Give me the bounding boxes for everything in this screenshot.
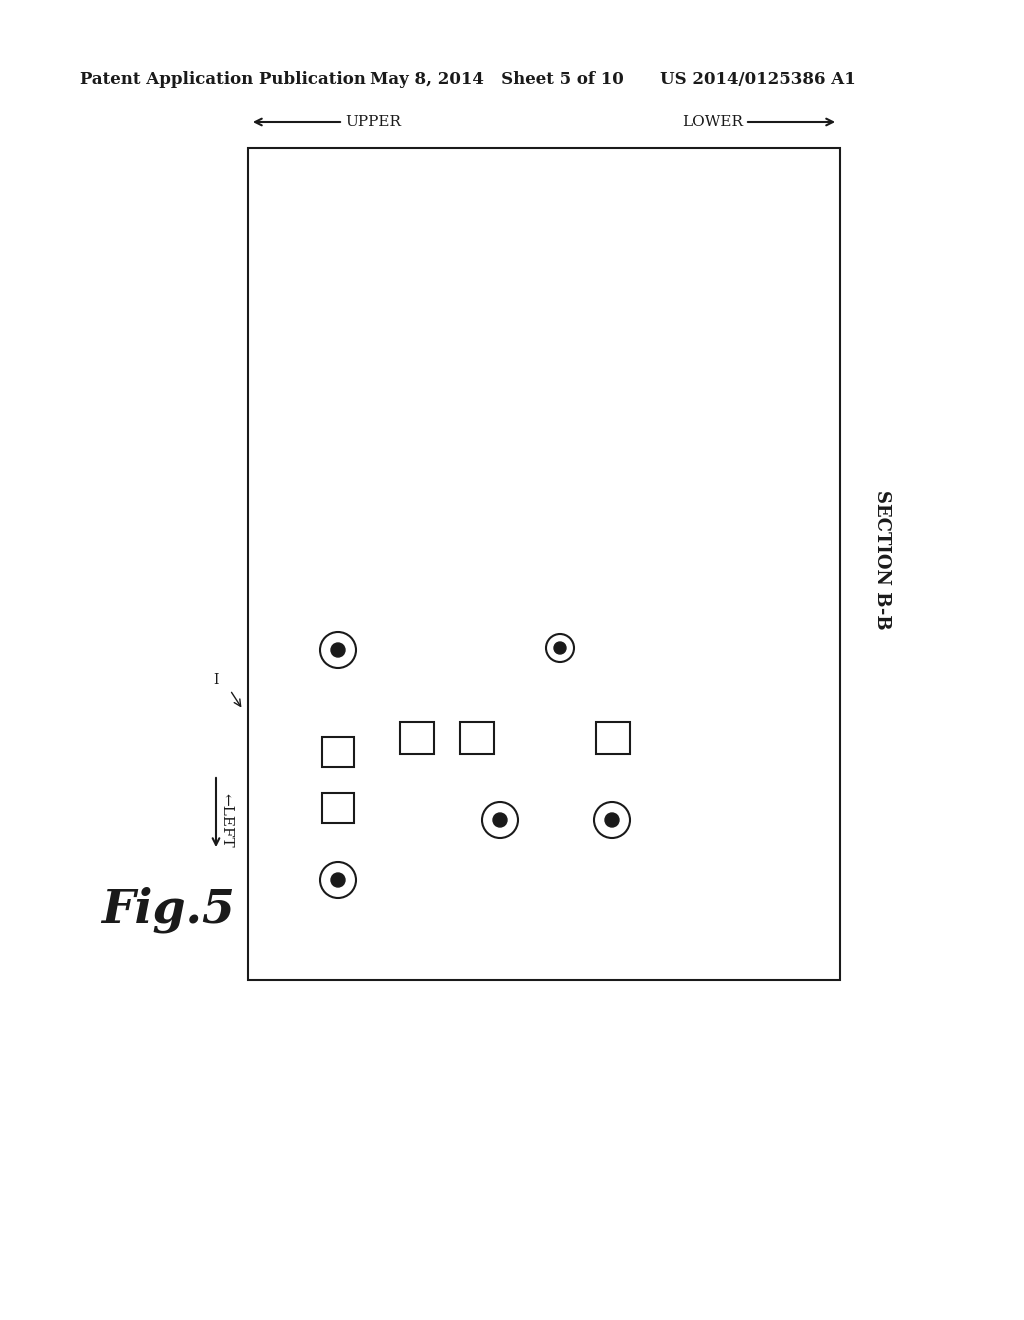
Text: Rx-: Rx- <box>302 921 327 935</box>
Text: Fig.5: Fig.5 <box>101 887 234 933</box>
Bar <box>596 722 630 754</box>
Text: Tx+: Tx+ <box>401 766 433 779</box>
Text: Tx-: Tx- <box>465 766 488 779</box>
Text: UPPER: UPPER <box>345 115 401 129</box>
Text: 10: 10 <box>590 661 607 675</box>
Circle shape <box>546 634 574 663</box>
Bar <box>248 148 840 979</box>
Text: LOWER: LOWER <box>682 115 743 129</box>
Text: 1(L1 LAYER): 1(L1 LAYER) <box>487 243 550 325</box>
Text: 13: 13 <box>374 814 391 829</box>
Text: Rx+: Rx+ <box>302 603 335 616</box>
Text: SECTION B-B: SECTION B-B <box>873 490 891 630</box>
Text: RxG: RxG <box>597 766 629 779</box>
Text: 12: 12 <box>374 759 391 774</box>
Circle shape <box>331 643 345 657</box>
Text: Patent Application Publication: Patent Application Publication <box>80 71 366 88</box>
Text: RIGHT→: RIGHT→ <box>263 512 278 578</box>
Text: 7: 7 <box>368 898 377 911</box>
Text: 16: 16 <box>650 744 668 759</box>
Circle shape <box>605 813 618 828</box>
Text: 14: 14 <box>362 747 380 762</box>
Text: May 8, 2014   Sheet 5 of 10: May 8, 2014 Sheet 5 of 10 <box>370 71 624 88</box>
Text: 9: 9 <box>638 836 647 850</box>
Circle shape <box>482 803 518 838</box>
Circle shape <box>331 873 345 887</box>
Text: 6: 6 <box>368 667 377 681</box>
Circle shape <box>493 813 507 828</box>
Text: 8: 8 <box>526 836 535 850</box>
Bar <box>322 737 354 767</box>
Bar <box>400 722 434 754</box>
Bar <box>460 722 494 754</box>
Bar <box>322 793 354 822</box>
Text: US 2014/0125386 A1: US 2014/0125386 A1 <box>660 71 856 88</box>
Text: ←LEFT: ←LEFT <box>219 793 233 847</box>
Circle shape <box>319 632 356 668</box>
Text: 15: 15 <box>514 744 531 759</box>
Circle shape <box>594 803 630 838</box>
Text: I: I <box>213 673 219 686</box>
Circle shape <box>554 642 566 653</box>
Circle shape <box>319 862 356 898</box>
